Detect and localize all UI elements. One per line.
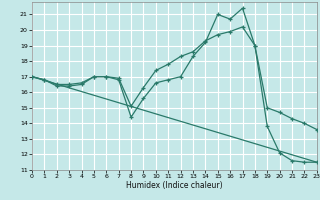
X-axis label: Humidex (Indice chaleur): Humidex (Indice chaleur): [126, 181, 223, 190]
